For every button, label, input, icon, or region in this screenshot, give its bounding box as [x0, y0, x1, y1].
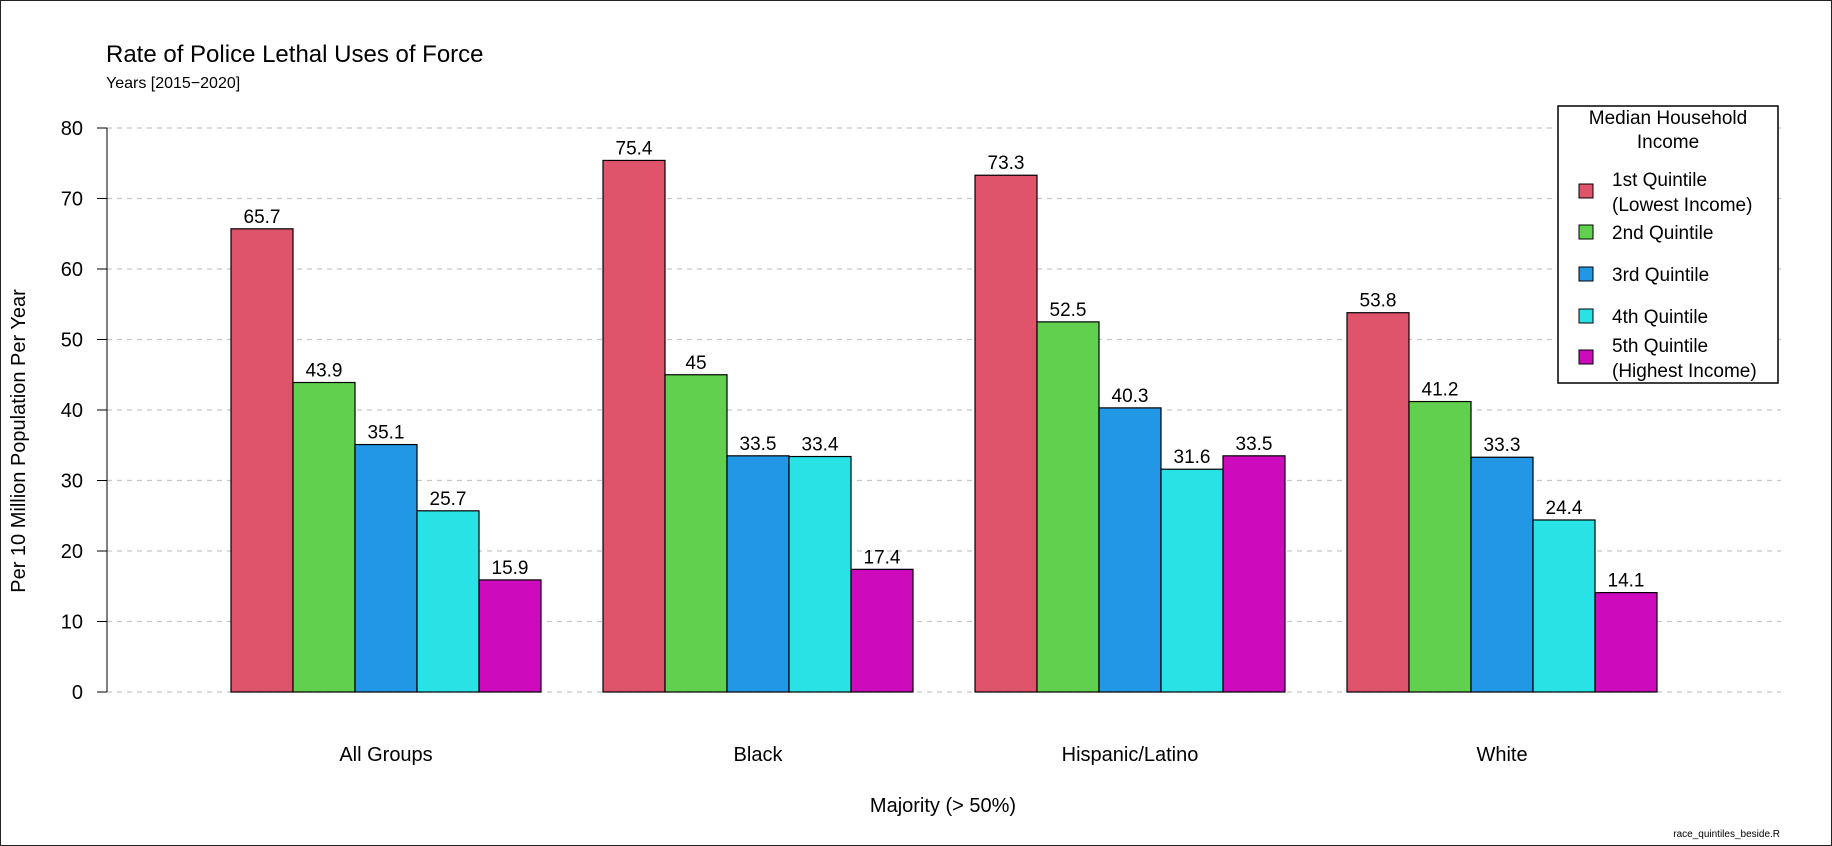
- bars: [230, 159, 1658, 693]
- y-tick-label: 20: [61, 541, 83, 563]
- bar-value-label: 33.5: [740, 434, 777, 455]
- bar-value-label: 73.3: [988, 153, 1025, 174]
- legend-swatch: [1578, 308, 1594, 324]
- bar: [1594, 591, 1658, 693]
- y-tick-label: 0: [72, 682, 83, 704]
- legend: Median Household Income 1st Quintile (Low…: [1557, 105, 1779, 384]
- bar: [602, 159, 666, 693]
- chart-title: Rate of Police Lethal Uses of Force: [106, 41, 484, 68]
- legend-swatch: [1578, 266, 1594, 282]
- legend-box: [1557, 105, 1779, 384]
- bar-value-label: 43.9: [306, 361, 343, 382]
- bar-value-label: 75.4: [616, 138, 653, 159]
- legend-entry-label: (Lowest Income): [1612, 195, 1752, 216]
- bar: [1036, 321, 1100, 693]
- legend-entry-label: 3rd Quintile: [1612, 265, 1709, 286]
- bar: [1346, 312, 1410, 693]
- bar: [292, 381, 356, 693]
- bar: [726, 455, 790, 693]
- bar-value-label: 31.6: [1174, 447, 1211, 468]
- bar: [1470, 456, 1534, 693]
- bar-value-label: 15.9: [492, 558, 529, 579]
- y-axis: 0 10 20 30 40 50 60 70 80: [61, 118, 108, 704]
- bar: [664, 374, 728, 693]
- bar-value-label: 35.1: [368, 423, 405, 444]
- x-category-label: White: [1476, 744, 1527, 766]
- bar: [850, 568, 914, 693]
- bar: [478, 579, 542, 693]
- bar: [1160, 468, 1224, 693]
- bar: [788, 455, 852, 693]
- x-category-labels: All Groups Black Hispanic/Latino White: [339, 744, 1527, 766]
- bar-value-label: 24.4: [1546, 498, 1583, 519]
- y-tick-label: 30: [61, 471, 83, 493]
- y-tick-label: 50: [61, 330, 83, 352]
- bar: [416, 510, 480, 693]
- bar-value-label: 53.8: [1360, 291, 1397, 312]
- x-category-label: Hispanic/Latino: [1062, 744, 1199, 766]
- legend-entry-label: 5th Quintile: [1612, 336, 1708, 357]
- bar-value-label: 33.3: [1484, 435, 1521, 456]
- bar-value-label: 33.4: [802, 435, 839, 456]
- legend-title-line-2: Income: [1637, 132, 1699, 153]
- y-tick-label: 10: [61, 612, 83, 634]
- bar-value-label: 65.7: [244, 207, 281, 228]
- x-category-label: All Groups: [339, 744, 432, 766]
- bar: [1408, 400, 1472, 693]
- legend-entry-label: 1st Quintile: [1612, 170, 1707, 191]
- bar-value-label: 25.7: [430, 489, 467, 510]
- y-tick-label: 60: [61, 259, 83, 281]
- bar-value-label: 40.3: [1112, 386, 1149, 407]
- bar-value-label: 41.2: [1422, 380, 1459, 401]
- y-tick-label: 40: [61, 400, 83, 422]
- legend-swatch: [1578, 349, 1594, 365]
- x-axis-label: Majority (> 50%): [870, 795, 1016, 817]
- legend-items: 1st Quintile (Lowest Income) 2nd Quintile 3…: [1578, 170, 1757, 382]
- y-tick-label: 70: [61, 189, 83, 211]
- x-category-label: Black: [734, 744, 784, 766]
- y-axis-label: Per 10 Million Population Per Year: [8, 289, 30, 593]
- bar: [1098, 407, 1162, 693]
- bar: [974, 174, 1038, 693]
- bar-value-label: 45: [685, 353, 706, 374]
- bar: [230, 228, 294, 693]
- bar-value-label: 17.4: [864, 547, 901, 568]
- legend-entry-label: (Highest Income): [1612, 361, 1757, 382]
- chart-subtitle: Years [2015−2020]: [106, 75, 240, 92]
- bar: [1532, 519, 1596, 693]
- bar-value-label: 14.1: [1608, 571, 1645, 592]
- bar-value-labels: 65.7 43.9 35.1 25.7 15.9 75.4 45 33.5 33.4 17.4 73…: [244, 138, 1645, 591]
- legend-title-line-1: Median Household: [1589, 108, 1747, 129]
- legend-entry-label: 2nd Quintile: [1612, 223, 1713, 244]
- bar-value-label: 33.5: [1236, 434, 1273, 455]
- bar: [354, 443, 418, 693]
- footnote: race_quintiles_beside.R: [1673, 829, 1780, 840]
- bar: [1222, 455, 1286, 693]
- legend-swatch: [1578, 224, 1594, 240]
- legend-entry-label: 4th Quintile: [1612, 307, 1708, 328]
- legend-swatch: [1578, 183, 1594, 199]
- y-tick-label: 80: [61, 118, 83, 140]
- bar-value-label: 52.5: [1050, 300, 1087, 321]
